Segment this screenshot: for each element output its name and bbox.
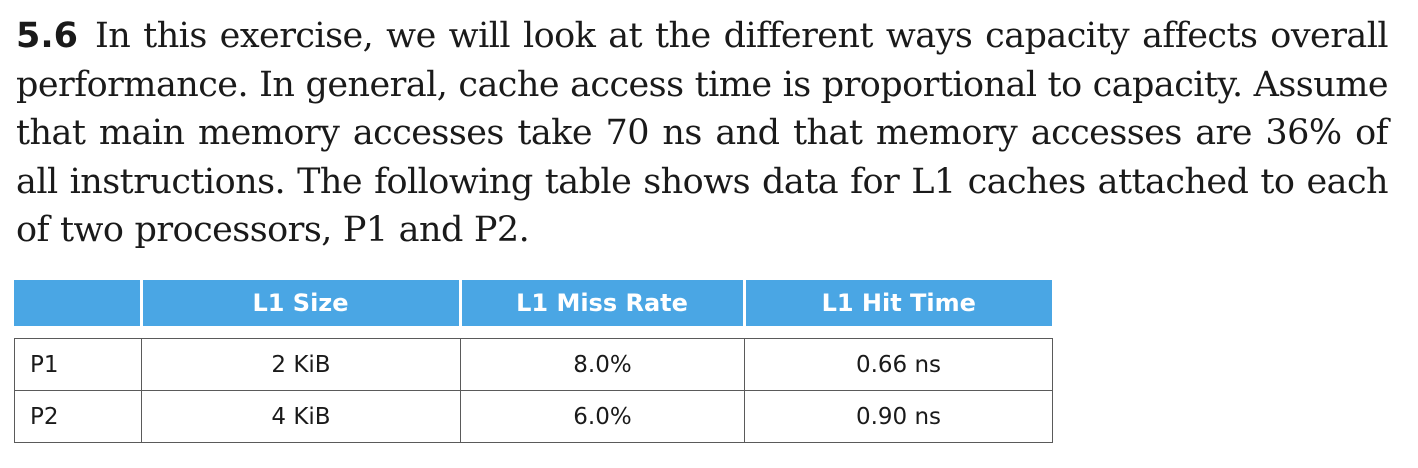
header-l1-size: L1 Size xyxy=(139,280,462,326)
exercise-paragraph: 5.6 In this exercise, we will look at th… xyxy=(16,12,1389,255)
exercise-text: In this exercise, we will look at the di… xyxy=(16,16,1389,250)
row-label: P1 xyxy=(14,338,142,391)
header-empty xyxy=(14,280,143,326)
cell-l1-miss-rate: 6.0% xyxy=(460,390,745,443)
table-row: P2 4 KiB 6.0% 0.90 ns xyxy=(14,390,1053,443)
cell-l1-hit-time: 0.66 ns xyxy=(744,338,1053,391)
cell-l1-miss-rate: 8.0% xyxy=(460,338,745,391)
exercise-number: 5.6 xyxy=(16,16,79,56)
header-l1-hit-time: L1 Hit Time xyxy=(742,280,1052,326)
table-header: L1 Size L1 Miss Rate L1 Hit Time xyxy=(14,280,1052,326)
table-row: P1 2 KiB 8.0% 0.66 ns xyxy=(14,338,1053,391)
row-label: P2 xyxy=(14,390,142,443)
header-row: L1 Size L1 Miss Rate L1 Hit Time xyxy=(14,280,1052,326)
cache-data-table: P1 2 KiB 8.0% 0.66 ns P2 4 KiB 6.0% 0.90… xyxy=(14,338,1053,443)
cell-l1-hit-time: 0.90 ns xyxy=(744,390,1053,443)
header-l1-miss-rate: L1 Miss Rate xyxy=(458,280,746,326)
cell-l1-size: 4 KiB xyxy=(141,390,461,443)
cell-l1-size: 2 KiB xyxy=(141,338,461,391)
